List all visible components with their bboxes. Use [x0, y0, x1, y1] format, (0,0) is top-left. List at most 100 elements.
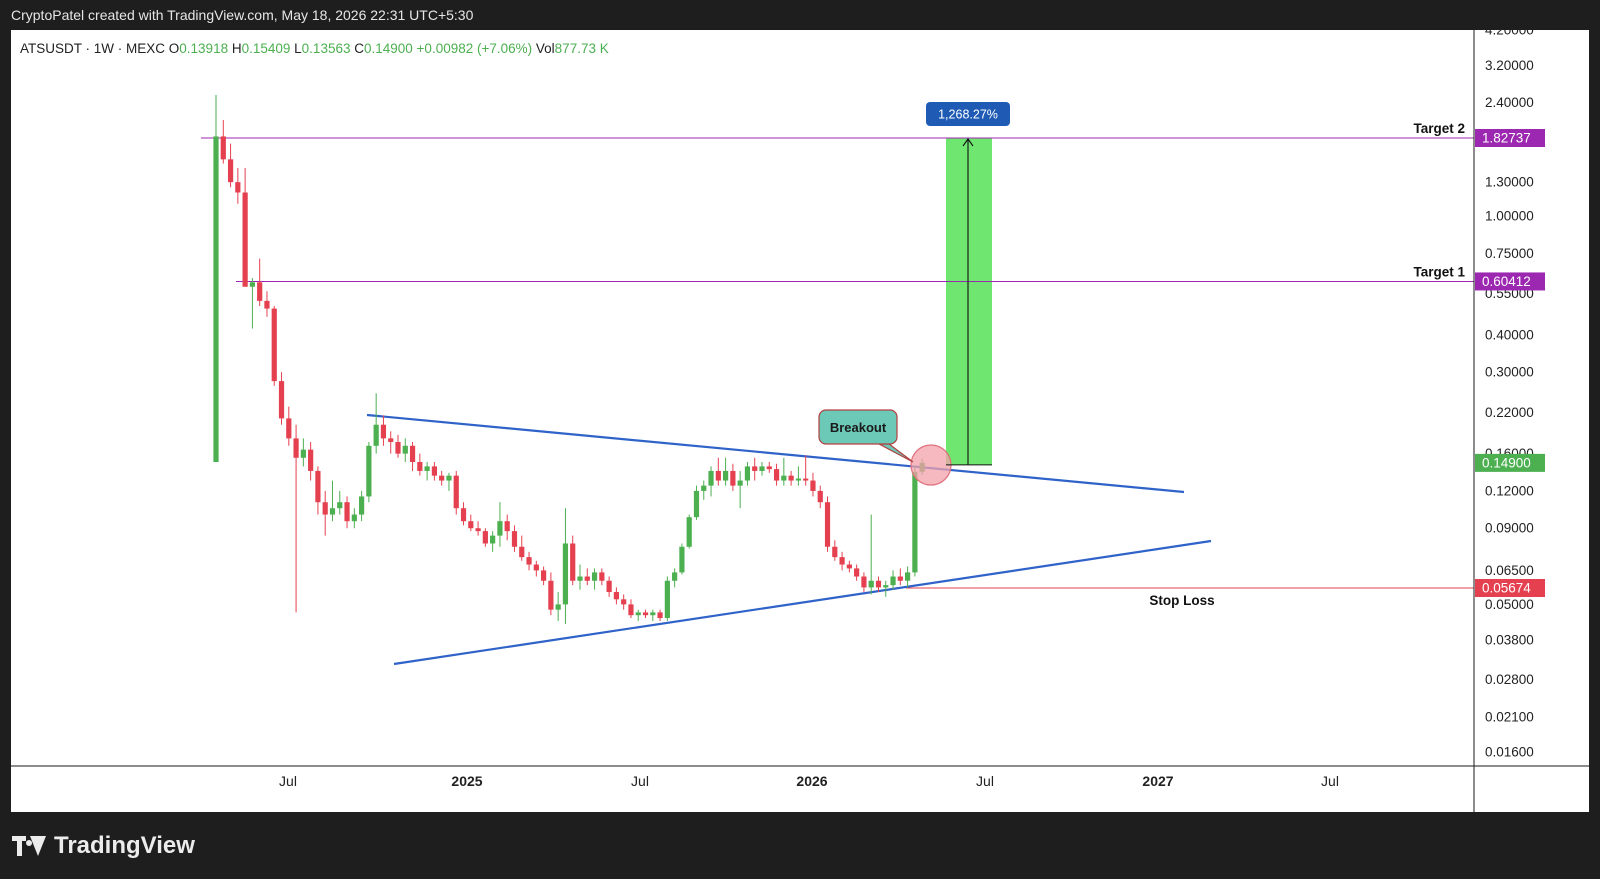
- candle[interactable]: [351, 508, 357, 529]
- candle[interactable]: [380, 415, 387, 446]
- candle[interactable]: [242, 167, 248, 287]
- candle[interactable]: [591, 568, 598, 590]
- candle[interactable]: [337, 490, 343, 515]
- candle[interactable]: [446, 472, 452, 491]
- candle[interactable]: [628, 599, 634, 619]
- candle[interactable]: [795, 466, 801, 486]
- candle[interactable]: [584, 568, 590, 586]
- candle[interactable]: [890, 570, 896, 590]
- candle[interactable]: [519, 535, 525, 561]
- candle[interactable]: [875, 576, 882, 593]
- breakout-circle[interactable]: [910, 444, 952, 486]
- breakout-callout[interactable]: Breakout: [818, 409, 914, 463]
- candle[interactable]: [439, 470, 445, 486]
- candle[interactable]: [832, 540, 838, 561]
- candle[interactable]: [402, 438, 408, 463]
- candle[interactable]: [693, 485, 700, 520]
- candle[interactable]: [635, 609, 641, 621]
- candle[interactable]: [905, 566, 911, 588]
- candle[interactable]: [249, 278, 255, 329]
- candle[interactable]: [788, 470, 794, 486]
- candle[interactable]: [490, 531, 496, 552]
- price-badge[interactable]: 0.60412: [1475, 272, 1545, 291]
- candle[interactable]: [431, 462, 437, 481]
- candle[interactable]: [504, 514, 510, 541]
- candle[interactable]: [672, 568, 678, 588]
- candle[interactable]: [599, 568, 605, 586]
- candle[interactable]: [526, 551, 532, 571]
- candle[interactable]: [744, 462, 751, 486]
- candle[interactable]: [657, 609, 663, 621]
- tradingview-logo[interactable]: TradingView: [12, 830, 195, 862]
- candle[interactable]: [453, 470, 459, 515]
- price-chart[interactable]: Breakout 1,268.27% Target 2 Target 1 Stop Lo…: [11, 30, 1589, 812]
- candle[interactable]: [839, 551, 845, 571]
- candle[interactable]: [278, 372, 285, 425]
- candle[interactable]: [395, 434, 401, 458]
- candle[interactable]: [781, 457, 787, 486]
- candle[interactable]: [752, 457, 758, 481]
- candle[interactable]: [868, 514, 874, 595]
- candle[interactable]: [308, 442, 314, 481]
- candle[interactable]: [642, 609, 649, 619]
- candle[interactable]: [708, 466, 714, 497]
- candle[interactable]: [359, 490, 365, 522]
- candle[interactable]: [621, 594, 627, 610]
- candle[interactable]: [482, 528, 488, 547]
- candle[interactable]: [300, 438, 306, 467]
- candle[interactable]: [409, 442, 416, 471]
- candle[interactable]: [293, 424, 299, 613]
- candle[interactable]: [322, 490, 328, 536]
- candle[interactable]: [533, 560, 539, 577]
- price-badge[interactable]: 0.05674: [1475, 579, 1545, 597]
- candle[interactable]: [737, 470, 743, 509]
- candle[interactable]: [883, 580, 889, 597]
- candle[interactable]: [511, 525, 518, 552]
- candle[interactable]: [912, 466, 918, 577]
- candle[interactable]: [686, 514, 692, 549]
- candle[interactable]: [766, 462, 772, 473]
- candle[interactable]: [541, 566, 547, 586]
- candle[interactable]: [897, 568, 903, 586]
- price-badge[interactable]: 1.82737: [1475, 129, 1545, 147]
- gain-percent-badge[interactable]: 1,268.27%: [926, 102, 1010, 126]
- candle[interactable]: [562, 508, 569, 624]
- candle[interactable]: [366, 442, 372, 503]
- lower-trendline[interactable]: [393, 539, 1212, 666]
- candle[interactable]: [824, 496, 831, 552]
- candle[interactable]: [773, 463, 780, 486]
- candle[interactable]: [555, 592, 561, 621]
- candle[interactable]: [846, 560, 852, 573]
- candle[interactable]: [577, 564, 583, 590]
- candle[interactable]: [286, 406, 292, 446]
- candle[interactable]: [220, 119, 226, 164]
- candle[interactable]: [257, 258, 263, 306]
- candle[interactable]: [723, 457, 729, 486]
- candle[interactable]: [227, 143, 234, 188]
- candle[interactable]: [329, 480, 336, 522]
- upper-trendline[interactable]: [366, 413, 1185, 494]
- candle[interactable]: [475, 521, 481, 536]
- candle[interactable]: [810, 472, 816, 497]
- candle[interactable]: [570, 535, 576, 586]
- candle[interactable]: [424, 462, 430, 481]
- candle[interactable]: [715, 457, 721, 486]
- target-zone[interactable]: [946, 138, 992, 465]
- candle[interactable]: [388, 431, 394, 454]
- candle[interactable]: [264, 291, 270, 317]
- price-badge[interactable]: 0.14900: [1475, 453, 1545, 472]
- candle[interactable]: [235, 167, 241, 204]
- candle[interactable]: [759, 462, 765, 476]
- candle[interactable]: [606, 576, 612, 597]
- candle[interactable]: [213, 94, 219, 463]
- candle[interactable]: [548, 572, 554, 616]
- candle[interactable]: [730, 463, 736, 491]
- candle[interactable]: [664, 576, 670, 621]
- candle[interactable]: [460, 502, 467, 526]
- candle[interactable]: [271, 305, 277, 386]
- candle[interactable]: [373, 393, 379, 454]
- candle[interactable]: [803, 455, 809, 486]
- candle[interactable]: [701, 480, 707, 500]
- candle[interactable]: [679, 543, 685, 575]
- candle[interactable]: [650, 609, 656, 621]
